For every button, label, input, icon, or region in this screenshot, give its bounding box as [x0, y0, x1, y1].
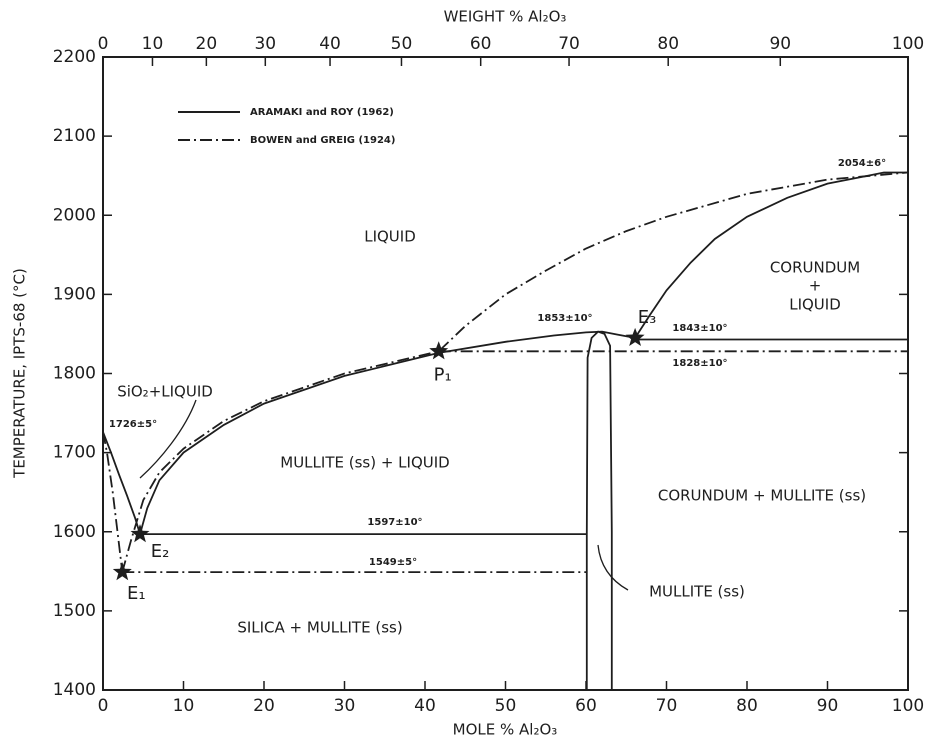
annotation: CORUNDUM: [770, 259, 860, 277]
y-tick-label: 2000: [53, 205, 96, 225]
x2-tick-label: 50: [391, 34, 413, 54]
x-axis-label: MOLE % Al₂O₃: [453, 721, 558, 739]
x-tick-label: 30: [334, 696, 356, 716]
y-tick-label: 2200: [53, 47, 96, 67]
annotation: 1828±10°: [672, 358, 727, 369]
arrow: [598, 545, 628, 590]
y-tick-label: 1700: [53, 443, 96, 463]
x2-tick-label: 10: [142, 34, 164, 54]
y-tick-label: 1600: [53, 522, 96, 542]
chart: WEIGHT % Al₂O₃ MOLE % Al₂O₃ TEMPERATURE,…: [0, 0, 935, 741]
annotation: 1843±10°: [672, 323, 727, 334]
annotation: MULLITE (ss): [649, 583, 745, 601]
point-label: E₂: [151, 541, 170, 562]
x2-tick-label: 20: [196, 34, 218, 54]
x-tick-label: 80: [736, 696, 758, 716]
point-label: E₁: [127, 583, 146, 604]
page: WEIGHT % Al₂O₃ MOLE % Al₂O₃ TEMPERATURE,…: [0, 0, 935, 741]
annotation: SiO₂+LIQUID: [117, 383, 213, 401]
annotation: +: [809, 277, 822, 295]
annotation: 2054±6°: [838, 158, 886, 169]
x2-tick-label: 60: [470, 34, 492, 54]
invariant-point: [626, 328, 645, 346]
point-label: P₁: [434, 364, 452, 385]
x2-tick-label: 90: [769, 34, 791, 54]
x-tick-label: 40: [414, 696, 436, 716]
x2-tick-label: 80: [657, 34, 679, 54]
annotation: 1726±5°: [109, 419, 157, 430]
annotation: CORUNDUM + MULLITE (ss): [658, 487, 866, 505]
point-label: E₃: [638, 307, 657, 328]
x2-tick-label: 30: [254, 34, 276, 54]
annotation: LIQUID: [364, 228, 416, 246]
y-tick-label: 1500: [53, 601, 96, 621]
x2-tick-label: 100: [892, 34, 924, 54]
annotation: 1549±5°: [369, 557, 417, 568]
annotation: 1853±10°: [537, 313, 592, 324]
y-tick-label: 2100: [53, 126, 96, 146]
plot-frame: [103, 57, 908, 690]
x-tick-label: 20: [253, 696, 275, 716]
x-tick-label: 60: [575, 696, 597, 716]
legend-label: ARAMAKI and ROY (1962): [250, 107, 394, 118]
x2-axis-label: WEIGHT % Al₂O₃: [444, 8, 567, 26]
arrow: [140, 400, 196, 478]
annotation: LIQUID: [789, 296, 841, 314]
x-tick-label: 70: [656, 696, 678, 716]
phase-boundary: [103, 173, 908, 691]
annotation: MULLITE (ss) + LIQUID: [280, 454, 449, 472]
x-tick-label: 0: [98, 696, 109, 716]
y-tick-label: 1400: [53, 680, 96, 700]
invariant-point: [113, 562, 132, 580]
legend-label: BOWEN and GREIG (1924): [250, 135, 395, 146]
phase-boundary: [103, 173, 908, 573]
y-axis-label: TEMPERATURE, IPTS-68 (°C): [11, 268, 29, 479]
y-tick-label: 1800: [53, 364, 96, 384]
invariant-point: [131, 524, 150, 542]
x-tick-label: 100: [892, 696, 924, 716]
x-tick-label: 10: [173, 696, 195, 716]
x2-tick-label: 70: [558, 34, 580, 54]
x-tick-label: 90: [817, 696, 839, 716]
x2-tick-label: 40: [319, 34, 341, 54]
x-tick-label: 50: [495, 696, 517, 716]
annotation: 1597±10°: [367, 517, 422, 528]
y-tick-label: 1900: [53, 284, 96, 304]
x2-tick-label: 0: [98, 34, 109, 54]
annotation: SILICA + MULLITE (ss): [237, 619, 402, 637]
